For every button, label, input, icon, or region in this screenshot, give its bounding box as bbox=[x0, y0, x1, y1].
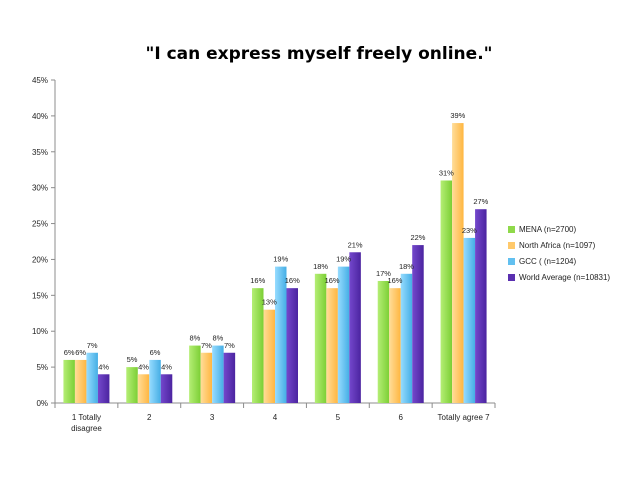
y-tick-label: 20% bbox=[32, 255, 48, 264]
bar bbox=[263, 309, 275, 403]
x-tick-label: 2 bbox=[147, 413, 152, 422]
data-label: 27% bbox=[473, 197, 488, 206]
bar bbox=[149, 359, 161, 403]
data-label: 16% bbox=[387, 276, 402, 285]
data-label: 17% bbox=[376, 269, 391, 278]
y-tick-label: 15% bbox=[32, 291, 48, 300]
legend-swatch bbox=[508, 274, 515, 281]
data-label: 6% bbox=[75, 348, 86, 357]
data-label: 7% bbox=[87, 341, 98, 350]
bar bbox=[275, 266, 287, 403]
data-label: 8% bbox=[189, 334, 200, 343]
x-tick-label: 1 Totally disagree bbox=[71, 413, 102, 433]
bar bbox=[349, 252, 361, 403]
bar bbox=[440, 180, 453, 403]
data-labels-group: 6%5%8%16%18%17%31%6%4%7%13%16% 16%39%7%6%… bbox=[64, 111, 489, 371]
bar bbox=[337, 266, 350, 403]
data-label: 39% bbox=[450, 111, 465, 120]
legend: MENA (n=2700) North Africa (n=1097) GCC ( … bbox=[508, 225, 610, 282]
bar bbox=[160, 374, 173, 403]
legend-label: GCC ( (n=1204) bbox=[519, 257, 576, 266]
bar bbox=[377, 280, 390, 403]
data-label: 4% bbox=[161, 362, 172, 371]
legend-swatch bbox=[508, 226, 515, 233]
bars-group bbox=[63, 123, 487, 404]
legend-label: MENA (n=2700) bbox=[519, 225, 576, 234]
bar bbox=[286, 288, 298, 403]
x-tick-label: Totally agree 7 bbox=[438, 413, 491, 422]
x-tick-label: 6 bbox=[398, 413, 403, 422]
data-label: 8% bbox=[212, 334, 223, 343]
x-tick-label: 4 bbox=[273, 413, 278, 422]
legend-swatch bbox=[508, 258, 515, 265]
bar bbox=[400, 273, 413, 403]
bar bbox=[189, 345, 201, 403]
data-label: 31% bbox=[439, 168, 454, 177]
data-label: 18% bbox=[313, 262, 328, 271]
y-tick-label: 30% bbox=[32, 184, 48, 193]
y-tick-label: 5% bbox=[36, 363, 48, 372]
bar bbox=[200, 352, 213, 403]
data-label: 16% bbox=[285, 276, 300, 285]
bar bbox=[126, 367, 138, 403]
data-label: 21% bbox=[348, 240, 363, 249]
data-label: 22% bbox=[410, 233, 425, 242]
bar bbox=[412, 245, 424, 403]
bar bbox=[74, 359, 87, 403]
bar bbox=[463, 237, 476, 403]
legend-swatch bbox=[508, 242, 515, 249]
bar bbox=[314, 273, 327, 403]
bar bbox=[389, 288, 401, 403]
data-label: 19% bbox=[273, 255, 288, 264]
data-label: 7% bbox=[201, 341, 212, 350]
y-tick-label: 45% bbox=[32, 76, 48, 85]
y-tick-label: 10% bbox=[32, 327, 48, 336]
x-tick-label: 5 bbox=[336, 413, 341, 422]
y-tick-label: 25% bbox=[32, 220, 48, 229]
data-label: 16% bbox=[250, 276, 265, 285]
bar bbox=[475, 209, 487, 403]
bar bbox=[97, 374, 110, 403]
bar bbox=[86, 352, 98, 403]
data-label: 4% bbox=[98, 362, 109, 371]
bar bbox=[223, 352, 236, 403]
bar bbox=[212, 345, 224, 403]
bar bbox=[326, 288, 338, 403]
bar bbox=[452, 123, 464, 404]
data-label: 18% bbox=[399, 262, 414, 271]
data-label: 23% bbox=[462, 226, 477, 235]
data-label: 4% bbox=[138, 362, 149, 371]
y-tick-label: 35% bbox=[32, 148, 48, 157]
legend-label: World Average (n=10831) bbox=[519, 273, 610, 282]
data-label: 16% bbox=[325, 276, 340, 285]
bar bbox=[252, 288, 264, 403]
data-label: 5% bbox=[127, 355, 138, 364]
data-label: 7% bbox=[224, 341, 235, 350]
data-label: 6% bbox=[64, 348, 75, 357]
data-label: 6% bbox=[150, 348, 161, 357]
data-label: 19% bbox=[336, 255, 351, 264]
bar bbox=[63, 359, 75, 403]
y-tick-label: 0% bbox=[36, 399, 48, 408]
y-tick-label: 40% bbox=[32, 112, 48, 121]
x-tick-label: 3 bbox=[210, 413, 215, 422]
chart-title: "I can express myself freely online." bbox=[145, 44, 493, 64]
data-label: 13% bbox=[262, 298, 277, 307]
bar bbox=[137, 374, 150, 403]
legend-label: North Africa (n=1097) bbox=[519, 241, 596, 250]
